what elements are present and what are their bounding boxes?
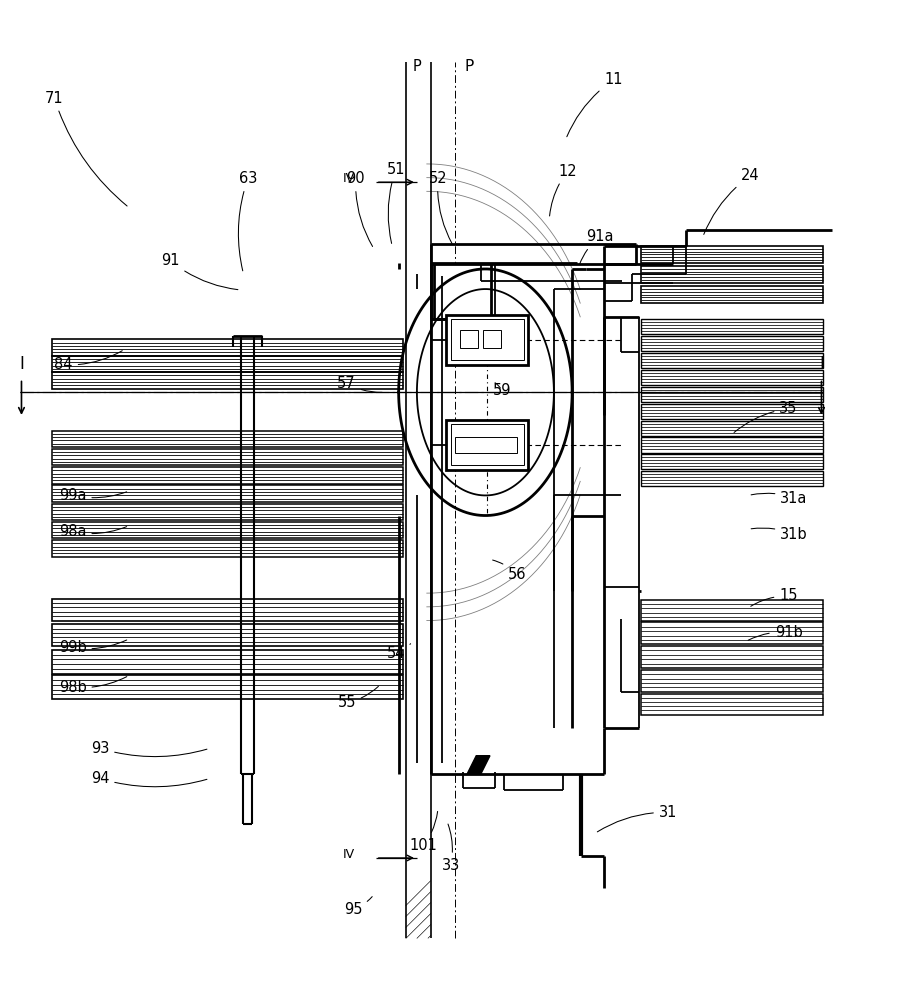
Text: 93: 93 bbox=[91, 741, 207, 757]
Text: 35: 35 bbox=[734, 401, 798, 432]
Bar bbox=[640, 387, 823, 402]
Bar bbox=[51, 339, 403, 356]
Text: 91a: 91a bbox=[580, 229, 614, 265]
Text: 11: 11 bbox=[567, 72, 623, 137]
Text: 31b: 31b bbox=[751, 527, 808, 542]
Bar bbox=[455, 437, 518, 453]
Text: P: P bbox=[412, 59, 421, 74]
Text: I: I bbox=[19, 355, 24, 373]
Text: 98b: 98b bbox=[59, 677, 126, 695]
Text: 15: 15 bbox=[751, 588, 798, 606]
Text: 98a: 98a bbox=[59, 524, 126, 539]
Text: I: I bbox=[819, 355, 823, 373]
Bar bbox=[640, 600, 823, 621]
Polygon shape bbox=[467, 756, 490, 774]
Bar bbox=[640, 437, 823, 453]
Bar bbox=[51, 449, 403, 465]
Bar bbox=[460, 330, 478, 348]
Text: 63: 63 bbox=[238, 171, 257, 271]
Bar bbox=[51, 540, 403, 557]
Bar bbox=[640, 646, 823, 668]
Bar bbox=[51, 599, 403, 621]
Bar bbox=[640, 353, 823, 368]
Bar bbox=[451, 424, 524, 465]
Bar bbox=[640, 336, 823, 351]
Text: 31a: 31a bbox=[751, 491, 808, 506]
Text: 95: 95 bbox=[344, 897, 372, 917]
Text: 59: 59 bbox=[493, 383, 511, 398]
Bar bbox=[51, 467, 403, 484]
Bar bbox=[51, 624, 403, 646]
Bar bbox=[51, 504, 403, 520]
Text: 52: 52 bbox=[429, 171, 453, 244]
Bar bbox=[640, 319, 823, 334]
Text: IV: IV bbox=[343, 848, 354, 861]
Bar bbox=[51, 675, 403, 699]
Text: P: P bbox=[464, 59, 474, 74]
Bar bbox=[640, 454, 823, 469]
Text: 101: 101 bbox=[409, 811, 438, 853]
Text: 55: 55 bbox=[337, 686, 378, 710]
Text: 54: 54 bbox=[387, 644, 410, 661]
Bar bbox=[446, 420, 529, 470]
Bar bbox=[446, 315, 529, 365]
Bar bbox=[51, 431, 403, 447]
Bar bbox=[640, 471, 823, 486]
Text: 31: 31 bbox=[597, 805, 677, 832]
Text: 71: 71 bbox=[45, 91, 127, 206]
Bar bbox=[640, 370, 823, 385]
Text: 57: 57 bbox=[337, 376, 382, 392]
Text: 99b: 99b bbox=[59, 640, 126, 655]
Bar bbox=[451, 319, 524, 360]
Bar bbox=[640, 670, 823, 692]
Bar bbox=[640, 622, 823, 644]
Text: 56: 56 bbox=[493, 560, 527, 582]
Text: IV: IV bbox=[343, 172, 354, 185]
Text: 51: 51 bbox=[387, 162, 405, 243]
Bar bbox=[640, 286, 823, 303]
Bar bbox=[51, 650, 403, 674]
Bar bbox=[640, 404, 823, 419]
Text: 99a: 99a bbox=[59, 488, 126, 503]
Text: 90: 90 bbox=[346, 171, 373, 246]
Text: 33: 33 bbox=[442, 824, 460, 873]
Bar bbox=[51, 372, 403, 389]
Text: 94: 94 bbox=[91, 771, 207, 787]
Bar bbox=[640, 694, 823, 715]
Text: 24: 24 bbox=[703, 168, 759, 234]
Text: 84: 84 bbox=[54, 351, 122, 372]
Text: 12: 12 bbox=[550, 164, 577, 216]
Bar bbox=[640, 421, 823, 436]
Bar bbox=[483, 330, 501, 348]
Text: 91: 91 bbox=[161, 253, 238, 290]
Bar bbox=[640, 246, 823, 263]
Bar bbox=[51, 485, 403, 502]
Bar bbox=[51, 522, 403, 538]
Bar bbox=[434, 264, 491, 319]
Text: 91b: 91b bbox=[748, 625, 802, 640]
Bar bbox=[51, 356, 403, 372]
Bar bbox=[640, 266, 823, 283]
